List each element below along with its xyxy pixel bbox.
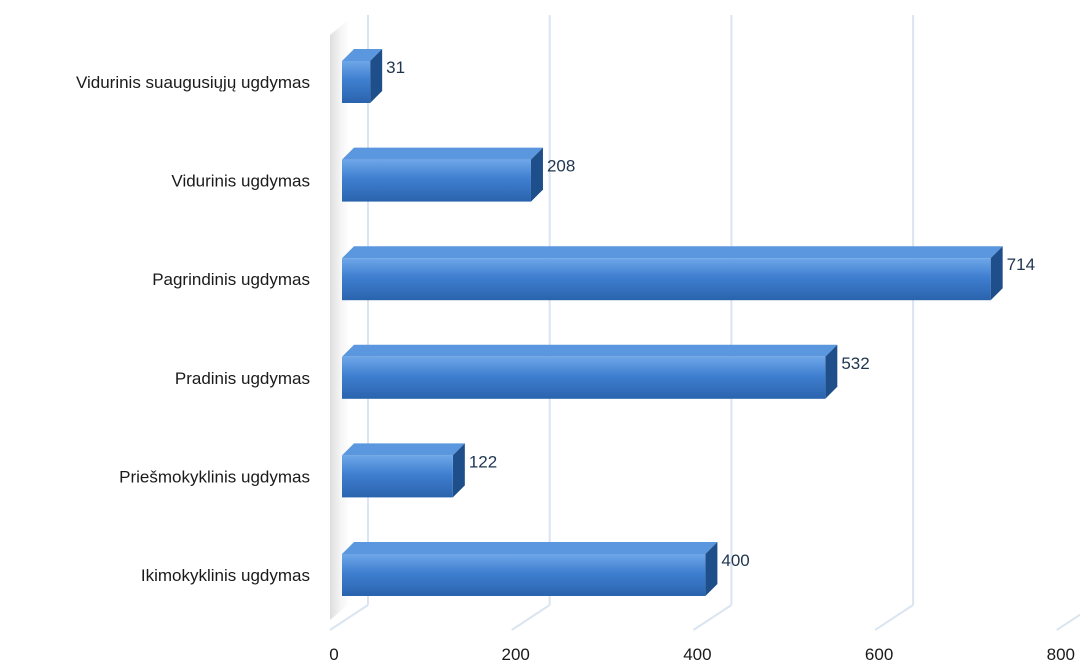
gridline-floor [511, 604, 551, 631]
bar-top-face [342, 147, 543, 160]
axis-wall-shade [330, 20, 348, 620]
x-tick-label: 400 [683, 645, 711, 664]
bar-top-face [342, 542, 718, 554]
category-labels: Ikimokyklinis ugdymas Priešmokyklinis ugd… [76, 73, 310, 585]
x-tick-label: 0 [329, 645, 338, 664]
bar-side-face [370, 49, 383, 103]
bar-top-face [342, 49, 383, 61]
bar-top-face [342, 246, 1003, 259]
bar [342, 455, 453, 498]
bar [342, 258, 991, 301]
x-tick-label: 600 [865, 645, 893, 664]
category-label: Vidurinis suaugusiųjų ugdymas [76, 73, 310, 92]
axis-wall [330, 20, 348, 620]
bar-side-face [452, 443, 465, 498]
x-tick-label: 800 [1047, 645, 1075, 664]
bar-side-face [825, 344, 838, 399]
value-label: 400 [721, 551, 749, 570]
bar [342, 159, 531, 202]
bar-top-face [342, 443, 465, 456]
value-labels: 400 122 532 714 208 31 [386, 58, 1035, 570]
bars [342, 49, 1003, 596]
gridline-floor [1056, 613, 1080, 631]
x-axis-tick-labels: 0 200 400 600 800 [329, 645, 1075, 664]
value-label: 31 [386, 58, 405, 77]
value-label: 122 [469, 452, 497, 471]
gridline-floor [329, 604, 369, 631]
bar [342, 61, 371, 103]
bar [342, 554, 706, 596]
x-tick-label: 200 [502, 645, 530, 664]
gridline-floor [692, 604, 732, 631]
category-label: Pagrindinis ugdymas [152, 270, 310, 289]
value-label: 532 [841, 354, 869, 373]
value-label: 208 [547, 157, 575, 176]
value-label: 714 [1007, 255, 1035, 274]
bar-side-face [705, 542, 718, 596]
bar-top-face [342, 344, 838, 357]
bar [342, 356, 826, 399]
category-label: Priešmokyklinis ugdymas [119, 467, 310, 486]
category-label: Vidurinis ugdymas [171, 172, 310, 191]
bar-side-face [530, 147, 543, 202]
category-label: Pradinis ugdymas [175, 369, 310, 388]
gridlines [329, 15, 1080, 631]
bar-side-face [990, 246, 1003, 301]
gridline-floor [874, 604, 914, 631]
category-label: Ikimokyklinis ugdymas [141, 566, 310, 585]
